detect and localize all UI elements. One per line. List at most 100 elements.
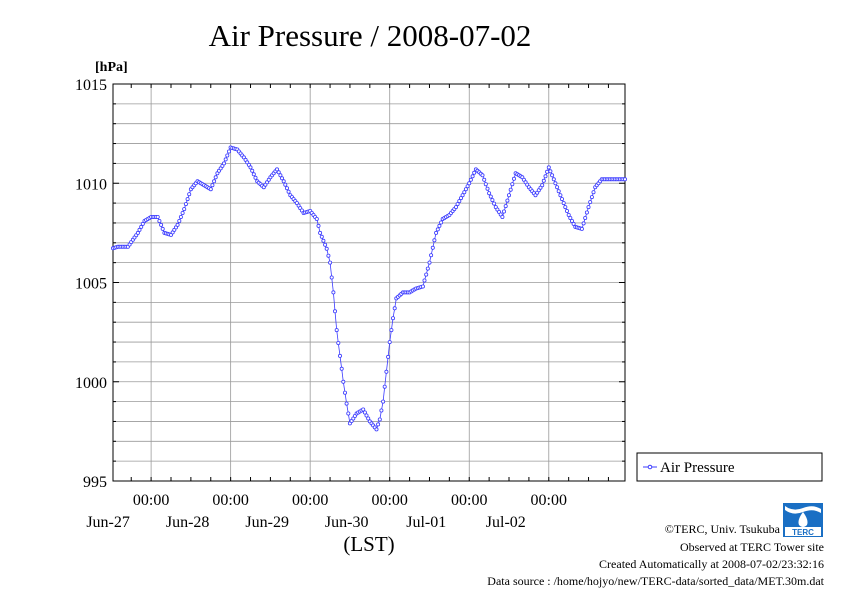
data-point bbox=[540, 183, 545, 188]
data-point bbox=[329, 275, 334, 280]
data-point bbox=[453, 205, 458, 210]
data-point bbox=[344, 401, 349, 406]
series-air-pressure bbox=[111, 145, 628, 432]
data-point bbox=[314, 216, 319, 221]
data-point bbox=[570, 218, 575, 223]
data-point bbox=[278, 173, 283, 178]
data-point bbox=[432, 238, 437, 243]
data-point bbox=[337, 353, 342, 358]
data-point bbox=[178, 214, 183, 219]
data-point bbox=[430, 245, 435, 250]
data-point bbox=[390, 316, 395, 321]
data-point bbox=[556, 189, 561, 194]
data-point bbox=[187, 192, 192, 197]
x-date-label: Jun-27 bbox=[86, 514, 130, 531]
data-point bbox=[487, 191, 492, 196]
data-point bbox=[583, 215, 588, 220]
data-point bbox=[490, 198, 495, 203]
credit-copyright: ©TERC, Univ. Tsukuba bbox=[664, 522, 780, 536]
data-point bbox=[455, 202, 460, 207]
data-point bbox=[212, 179, 217, 184]
data-point bbox=[553, 181, 558, 186]
data-point bbox=[467, 181, 472, 186]
data-point bbox=[377, 417, 382, 422]
data-point bbox=[177, 218, 182, 223]
data-point bbox=[175, 222, 180, 227]
data-point bbox=[586, 205, 591, 210]
y-axis: 995 1000 1005 1010 1015 bbox=[75, 77, 625, 491]
data-point bbox=[225, 153, 230, 158]
data-point bbox=[332, 309, 337, 314]
data-point bbox=[382, 384, 387, 389]
data-point bbox=[506, 193, 511, 198]
data-point bbox=[366, 416, 371, 421]
data-point bbox=[488, 194, 493, 199]
data-point bbox=[223, 157, 228, 162]
data-point bbox=[510, 182, 515, 187]
x-date-label: Jun-29 bbox=[245, 514, 289, 531]
data-point bbox=[579, 226, 584, 231]
data-point bbox=[465, 184, 470, 189]
data-point bbox=[591, 190, 596, 195]
data-point bbox=[323, 242, 328, 247]
data-point bbox=[568, 215, 573, 220]
data-point bbox=[563, 205, 568, 210]
data-point bbox=[180, 210, 185, 215]
data-point bbox=[492, 201, 497, 206]
data-point bbox=[381, 399, 386, 404]
data-point bbox=[485, 186, 490, 191]
data-point bbox=[561, 201, 566, 206]
data-point bbox=[462, 190, 467, 195]
x-date-label: Jun-30 bbox=[325, 514, 369, 531]
data-point bbox=[334, 328, 339, 333]
data-point bbox=[386, 354, 391, 359]
data-point bbox=[274, 167, 279, 172]
data-point bbox=[221, 161, 226, 166]
data-point bbox=[429, 253, 434, 258]
data-point bbox=[472, 170, 477, 175]
data-point bbox=[284, 186, 289, 191]
data-point bbox=[548, 169, 553, 174]
data-point bbox=[508, 187, 513, 192]
data-point bbox=[505, 198, 510, 203]
data-point bbox=[482, 177, 487, 182]
x-date-label: Jul-02 bbox=[486, 514, 526, 531]
data-point bbox=[318, 230, 323, 235]
data-point bbox=[324, 246, 329, 251]
data-point bbox=[336, 340, 341, 345]
data-point bbox=[283, 182, 288, 187]
data-point bbox=[319, 234, 324, 239]
x-tick-label: 00:00 bbox=[451, 492, 487, 509]
data-point bbox=[500, 214, 505, 219]
data-point bbox=[331, 290, 336, 295]
y-tick-label: 1015 bbox=[75, 77, 107, 94]
data-point bbox=[512, 176, 517, 181]
data-point bbox=[321, 238, 326, 243]
data-point bbox=[160, 226, 165, 231]
x-tick-label: 00:00 bbox=[133, 492, 169, 509]
credit-observed: Observed at TERC Tower site bbox=[679, 540, 824, 554]
data-point bbox=[566, 212, 571, 217]
data-point bbox=[460, 193, 465, 198]
data-point bbox=[364, 413, 369, 418]
y-tick-label: 1000 bbox=[75, 375, 107, 392]
x-axis-label: (LST) bbox=[343, 532, 394, 556]
data-point bbox=[210, 183, 215, 188]
data-point bbox=[286, 189, 291, 194]
data-point bbox=[213, 175, 218, 180]
data-point bbox=[135, 230, 140, 235]
data-point bbox=[155, 214, 160, 219]
data-point bbox=[346, 411, 351, 416]
y-axis-unit: [hPa] bbox=[95, 60, 128, 75]
terc-logo: TERC bbox=[783, 503, 823, 537]
data-point bbox=[157, 218, 162, 223]
x-date-label: Jul-01 bbox=[406, 514, 446, 531]
credit-source: Data source : /home/hojyo/new/TERC-data/… bbox=[487, 574, 824, 588]
data-point bbox=[389, 328, 394, 333]
data-point bbox=[571, 221, 576, 226]
data-point bbox=[379, 408, 384, 413]
data-point bbox=[281, 179, 286, 184]
data-point bbox=[384, 369, 389, 374]
data-point bbox=[584, 210, 589, 215]
data-point bbox=[588, 200, 593, 205]
